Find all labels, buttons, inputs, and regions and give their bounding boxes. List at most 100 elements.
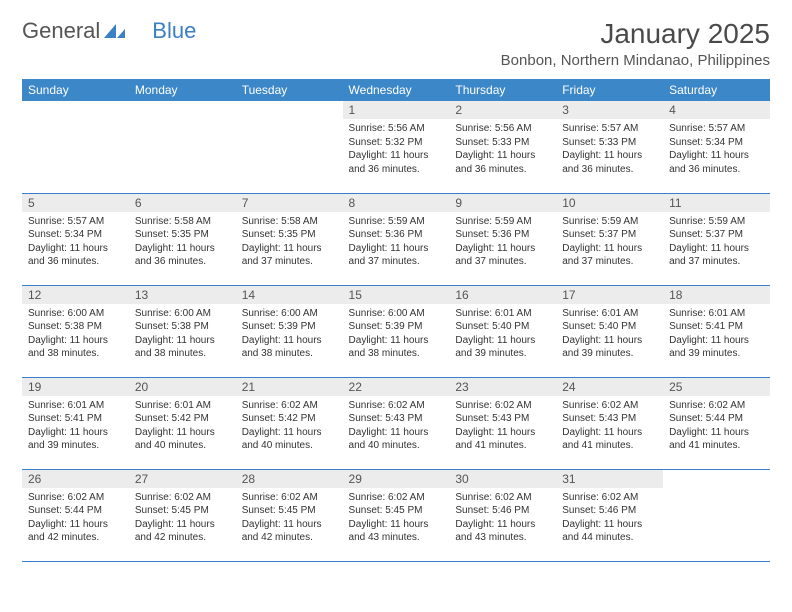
calendar-row: 1Sunrise: 5:56 AMSunset: 5:32 PMDaylight… [22, 101, 770, 193]
day-number: 2 [449, 101, 556, 119]
calendar-cell [236, 101, 343, 193]
day-number: 30 [449, 470, 556, 488]
weekday-header: Tuesday [236, 79, 343, 101]
day-number: 25 [663, 378, 770, 396]
calendar-cell: 20Sunrise: 6:01 AMSunset: 5:42 PMDayligh… [129, 377, 236, 469]
day-number: 26 [22, 470, 129, 488]
calendar-row: 19Sunrise: 6:01 AMSunset: 5:41 PMDayligh… [22, 377, 770, 469]
calendar-cell: 2Sunrise: 5:56 AMSunset: 5:33 PMDaylight… [449, 101, 556, 193]
calendar-cell: 26Sunrise: 6:02 AMSunset: 5:44 PMDayligh… [22, 469, 129, 561]
calendar-cell: 10Sunrise: 5:59 AMSunset: 5:37 PMDayligh… [556, 193, 663, 285]
day-details: Sunrise: 6:00 AMSunset: 5:39 PMDaylight:… [343, 304, 450, 365]
day-details: Sunrise: 6:00 AMSunset: 5:39 PMDaylight:… [236, 304, 343, 365]
calendar-row: 26Sunrise: 6:02 AMSunset: 5:44 PMDayligh… [22, 469, 770, 561]
logo-sail-icon [104, 22, 126, 40]
day-details: Sunrise: 6:00 AMSunset: 5:38 PMDaylight:… [129, 304, 236, 365]
calendar-cell: 27Sunrise: 6:02 AMSunset: 5:45 PMDayligh… [129, 469, 236, 561]
calendar-cell: 5Sunrise: 5:57 AMSunset: 5:34 PMDaylight… [22, 193, 129, 285]
day-details: Sunrise: 6:00 AMSunset: 5:38 PMDaylight:… [22, 304, 129, 365]
calendar-cell: 28Sunrise: 6:02 AMSunset: 5:45 PMDayligh… [236, 469, 343, 561]
calendar-cell: 9Sunrise: 5:59 AMSunset: 5:36 PMDaylight… [449, 193, 556, 285]
day-details: Sunrise: 5:59 AMSunset: 5:37 PMDaylight:… [663, 212, 770, 273]
weekday-header: Wednesday [343, 79, 450, 101]
day-number: 9 [449, 194, 556, 212]
day-details: Sunrise: 5:57 AMSunset: 5:34 PMDaylight:… [22, 212, 129, 273]
calendar-cell: 17Sunrise: 6:01 AMSunset: 5:40 PMDayligh… [556, 285, 663, 377]
day-number: 24 [556, 378, 663, 396]
logo: General Blue [22, 18, 196, 44]
day-details: Sunrise: 5:59 AMSunset: 5:36 PMDaylight:… [449, 212, 556, 273]
calendar-cell: 14Sunrise: 6:00 AMSunset: 5:39 PMDayligh… [236, 285, 343, 377]
weekday-header-row: Sunday Monday Tuesday Wednesday Thursday… [22, 79, 770, 101]
day-number: 12 [22, 286, 129, 304]
calendar-cell: 4Sunrise: 5:57 AMSunset: 5:34 PMDaylight… [663, 101, 770, 193]
calendar-cell [129, 101, 236, 193]
day-details: Sunrise: 5:58 AMSunset: 5:35 PMDaylight:… [129, 212, 236, 273]
day-number: 4 [663, 101, 770, 119]
day-number: 13 [129, 286, 236, 304]
calendar-cell: 25Sunrise: 6:02 AMSunset: 5:44 PMDayligh… [663, 377, 770, 469]
calendar-cell: 30Sunrise: 6:02 AMSunset: 5:46 PMDayligh… [449, 469, 556, 561]
day-number: 16 [449, 286, 556, 304]
day-details: Sunrise: 5:56 AMSunset: 5:33 PMDaylight:… [449, 119, 556, 180]
day-number: 15 [343, 286, 450, 304]
day-details: Sunrise: 6:02 AMSunset: 5:44 PMDaylight:… [22, 488, 129, 549]
calendar-row: 5Sunrise: 5:57 AMSunset: 5:34 PMDaylight… [22, 193, 770, 285]
day-details: Sunrise: 6:02 AMSunset: 5:43 PMDaylight:… [343, 396, 450, 457]
day-details: Sunrise: 6:02 AMSunset: 5:44 PMDaylight:… [663, 396, 770, 457]
weekday-header: Sunday [22, 79, 129, 101]
location: Bonbon, Northern Mindanao, Philippines [501, 52, 770, 69]
day-details: Sunrise: 6:02 AMSunset: 5:43 PMDaylight:… [449, 396, 556, 457]
calendar-cell: 22Sunrise: 6:02 AMSunset: 5:43 PMDayligh… [343, 377, 450, 469]
day-details: Sunrise: 6:02 AMSunset: 5:46 PMDaylight:… [449, 488, 556, 549]
weekday-header: Monday [129, 79, 236, 101]
day-number: 23 [449, 378, 556, 396]
day-details: Sunrise: 6:02 AMSunset: 5:43 PMDaylight:… [556, 396, 663, 457]
day-details: Sunrise: 5:59 AMSunset: 5:36 PMDaylight:… [343, 212, 450, 273]
day-number: 29 [343, 470, 450, 488]
calendar-body: 1Sunrise: 5:56 AMSunset: 5:32 PMDaylight… [22, 101, 770, 561]
calendar-table: Sunday Monday Tuesday Wednesday Thursday… [22, 79, 770, 562]
day-number: 11 [663, 194, 770, 212]
calendar-cell: 15Sunrise: 6:00 AMSunset: 5:39 PMDayligh… [343, 285, 450, 377]
day-number: 8 [343, 194, 450, 212]
day-number: 1 [343, 101, 450, 119]
weekday-header: Saturday [663, 79, 770, 101]
weekday-header: Friday [556, 79, 663, 101]
day-number: 20 [129, 378, 236, 396]
calendar-cell [663, 469, 770, 561]
logo-text-2: Blue [152, 18, 196, 44]
calendar-cell: 6Sunrise: 5:58 AMSunset: 5:35 PMDaylight… [129, 193, 236, 285]
day-details: Sunrise: 6:02 AMSunset: 5:46 PMDaylight:… [556, 488, 663, 549]
calendar-cell: 8Sunrise: 5:59 AMSunset: 5:36 PMDaylight… [343, 193, 450, 285]
calendar-cell: 19Sunrise: 6:01 AMSunset: 5:41 PMDayligh… [22, 377, 129, 469]
calendar-cell: 13Sunrise: 6:00 AMSunset: 5:38 PMDayligh… [129, 285, 236, 377]
day-number: 19 [22, 378, 129, 396]
calendar-cell: 31Sunrise: 6:02 AMSunset: 5:46 PMDayligh… [556, 469, 663, 561]
day-details: Sunrise: 6:01 AMSunset: 5:40 PMDaylight:… [449, 304, 556, 365]
calendar-cell: 23Sunrise: 6:02 AMSunset: 5:43 PMDayligh… [449, 377, 556, 469]
day-details: Sunrise: 6:02 AMSunset: 5:45 PMDaylight:… [343, 488, 450, 549]
day-number: 18 [663, 286, 770, 304]
weekday-header: Thursday [449, 79, 556, 101]
calendar-row: 12Sunrise: 6:00 AMSunset: 5:38 PMDayligh… [22, 285, 770, 377]
day-number: 14 [236, 286, 343, 304]
month-title: January 2025 [501, 18, 770, 50]
calendar-cell: 24Sunrise: 6:02 AMSunset: 5:43 PMDayligh… [556, 377, 663, 469]
calendar-cell: 21Sunrise: 6:02 AMSunset: 5:42 PMDayligh… [236, 377, 343, 469]
calendar-cell: 16Sunrise: 6:01 AMSunset: 5:40 PMDayligh… [449, 285, 556, 377]
title-block: January 2025 Bonbon, Northern Mindanao, … [501, 18, 770, 69]
day-number: 3 [556, 101, 663, 119]
day-details: Sunrise: 5:58 AMSunset: 5:35 PMDaylight:… [236, 212, 343, 273]
calendar-cell: 29Sunrise: 6:02 AMSunset: 5:45 PMDayligh… [343, 469, 450, 561]
day-details: Sunrise: 6:02 AMSunset: 5:45 PMDaylight:… [236, 488, 343, 549]
day-details: Sunrise: 5:56 AMSunset: 5:32 PMDaylight:… [343, 119, 450, 180]
calendar-cell: 3Sunrise: 5:57 AMSunset: 5:33 PMDaylight… [556, 101, 663, 193]
calendar-cell: 12Sunrise: 6:00 AMSunset: 5:38 PMDayligh… [22, 285, 129, 377]
calendar-cell: 1Sunrise: 5:56 AMSunset: 5:32 PMDaylight… [343, 101, 450, 193]
day-number: 7 [236, 194, 343, 212]
day-details: Sunrise: 6:01 AMSunset: 5:41 PMDaylight:… [22, 396, 129, 457]
day-details: Sunrise: 5:57 AMSunset: 5:34 PMDaylight:… [663, 119, 770, 180]
calendar-cell [22, 101, 129, 193]
logo-text-1: General [22, 18, 100, 44]
